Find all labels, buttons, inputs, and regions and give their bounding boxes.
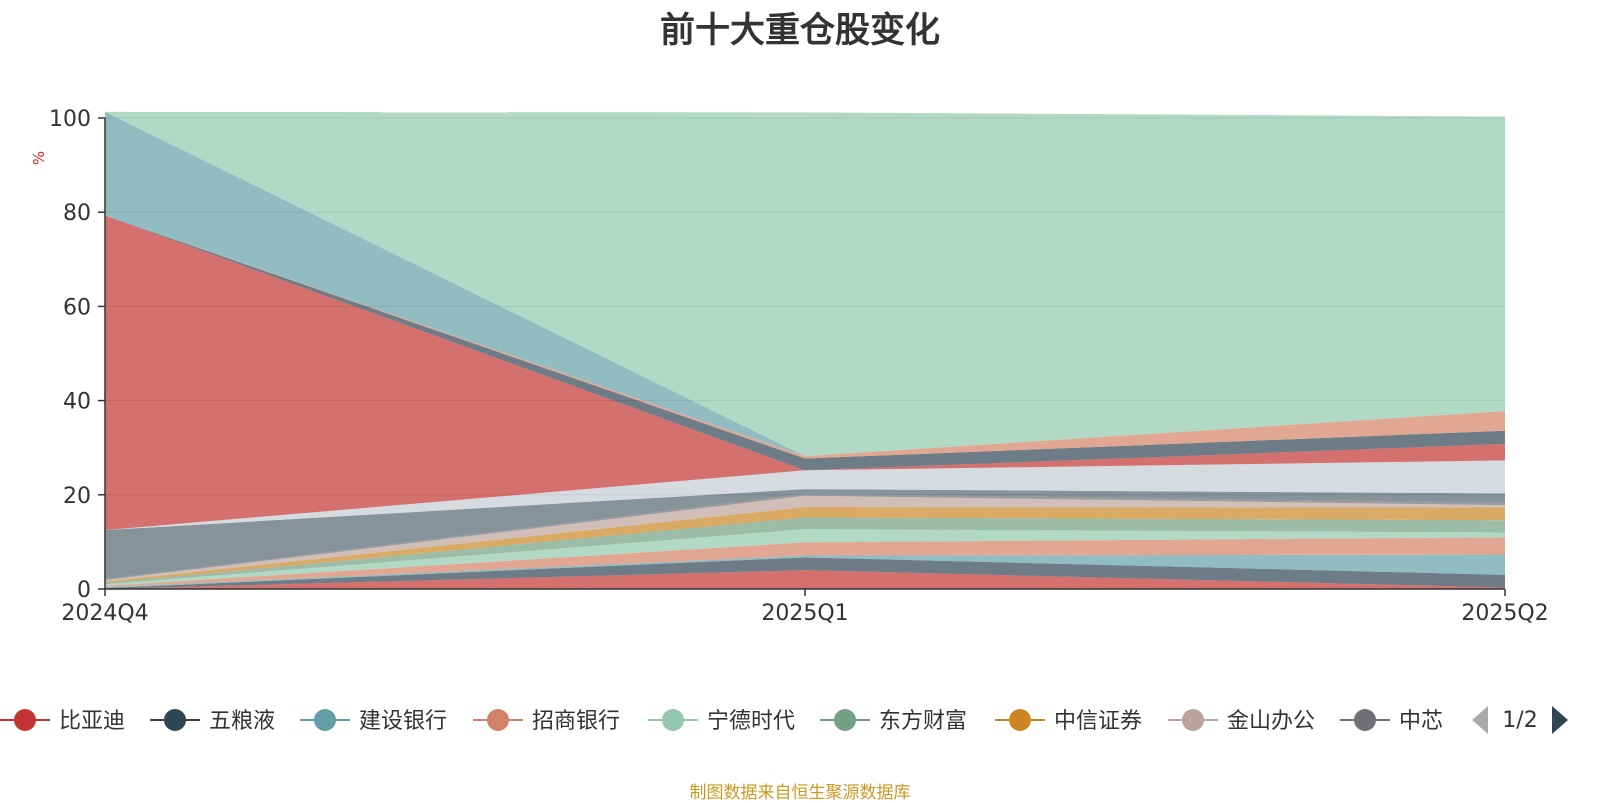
y-axis-unit-label: % (30, 151, 48, 165)
legend-label: 宁德时代 (707, 709, 795, 734)
legend-label: 中信证券 (1054, 709, 1142, 734)
legend-marker-icon (164, 709, 186, 731)
x-tick-label: 2024Q4 (61, 601, 148, 626)
area-series-1 (105, 557, 1505, 589)
area-series-11 (105, 215, 1505, 531)
x-tick-label: 2025Q1 (761, 601, 848, 626)
legend-item[interactable]: 金山办公 (1168, 709, 1315, 734)
area-series-2 (105, 554, 1505, 589)
source-note: 制图数据来自恒生聚源数据库 (689, 783, 911, 803)
legend-label: 建设银行 (359, 709, 447, 734)
area-series-10 (105, 460, 1505, 531)
area-series-13 (105, 215, 1505, 459)
legend-item[interactable]: 五粮液 (150, 709, 275, 734)
legend-prev-page-icon[interactable] (1472, 706, 1488, 734)
y-ticks: 0 20 40 60 80 100 (49, 107, 105, 603)
legend-label: 中芯 (1399, 709, 1443, 734)
legend-item[interactable]: 建设银行 (300, 709, 447, 734)
legend-marker-icon (314, 709, 336, 731)
y-tick-label: 40 (63, 390, 91, 415)
legend-label: 东方财富 (879, 709, 967, 734)
legend-item[interactable]: 宁德时代 (648, 709, 795, 734)
area-series-6 (105, 507, 1505, 583)
y-tick-label: 100 (49, 107, 91, 132)
area-series-0 (105, 570, 1505, 589)
stacked-areas (105, 111, 1505, 589)
legend-item[interactable]: 中信证券 (995, 709, 1142, 734)
area-series-14 (105, 111, 1505, 457)
area-series-9 (105, 489, 1505, 580)
x-ticks: 2024Q4 2025Q1 2025Q2 (61, 589, 1549, 626)
legend-item[interactable]: 东方财富 (820, 709, 967, 734)
area-series-5 (105, 517, 1505, 585)
legend-marker-icon (1354, 709, 1376, 731)
legend-pager: 1/2 (1472, 706, 1568, 734)
legend-label: 招商银行 (532, 709, 620, 734)
legend-marker-icon (662, 709, 684, 731)
legend-marker-icon (1182, 709, 1204, 731)
legend-marker-icon (834, 709, 856, 731)
y-tick-label: 20 (63, 484, 91, 509)
area-series-15 (105, 111, 1505, 457)
area-series-3 (105, 537, 1505, 588)
area-series-12 (105, 215, 1505, 471)
legend-item[interactable]: 比亚迪 (0, 709, 125, 734)
legend-label: 比亚迪 (59, 709, 125, 734)
legend-marker-icon (487, 709, 509, 731)
legend: 比亚迪 五粮液 建设银行 招商银行 宁德时代 东方财富 中信证券 金山办公 中芯 (0, 709, 1443, 734)
y-tick-label: 60 (63, 295, 91, 320)
legend-page-indicator: 1/2 (1502, 708, 1537, 733)
legend-label: 金山办公 (1227, 709, 1315, 734)
legend-next-page-icon[interactable] (1552, 706, 1568, 734)
y-tick-label: 80 (63, 201, 91, 226)
area-series-4 (105, 529, 1505, 586)
legend-marker-icon (14, 709, 36, 731)
y-tick-label: 0 (77, 578, 91, 603)
area-series-7 (105, 495, 1505, 582)
chart-title: 前十大重仓股变化 (659, 11, 940, 50)
legend-item[interactable]: 招商银行 (473, 709, 620, 734)
area-series-8 (105, 493, 1505, 581)
legend-item[interactable]: 中芯 (1340, 709, 1443, 734)
x-tick-label: 2025Q2 (1461, 601, 1548, 626)
legend-marker-icon (1009, 709, 1031, 731)
legend-label: 五粮液 (209, 709, 275, 734)
